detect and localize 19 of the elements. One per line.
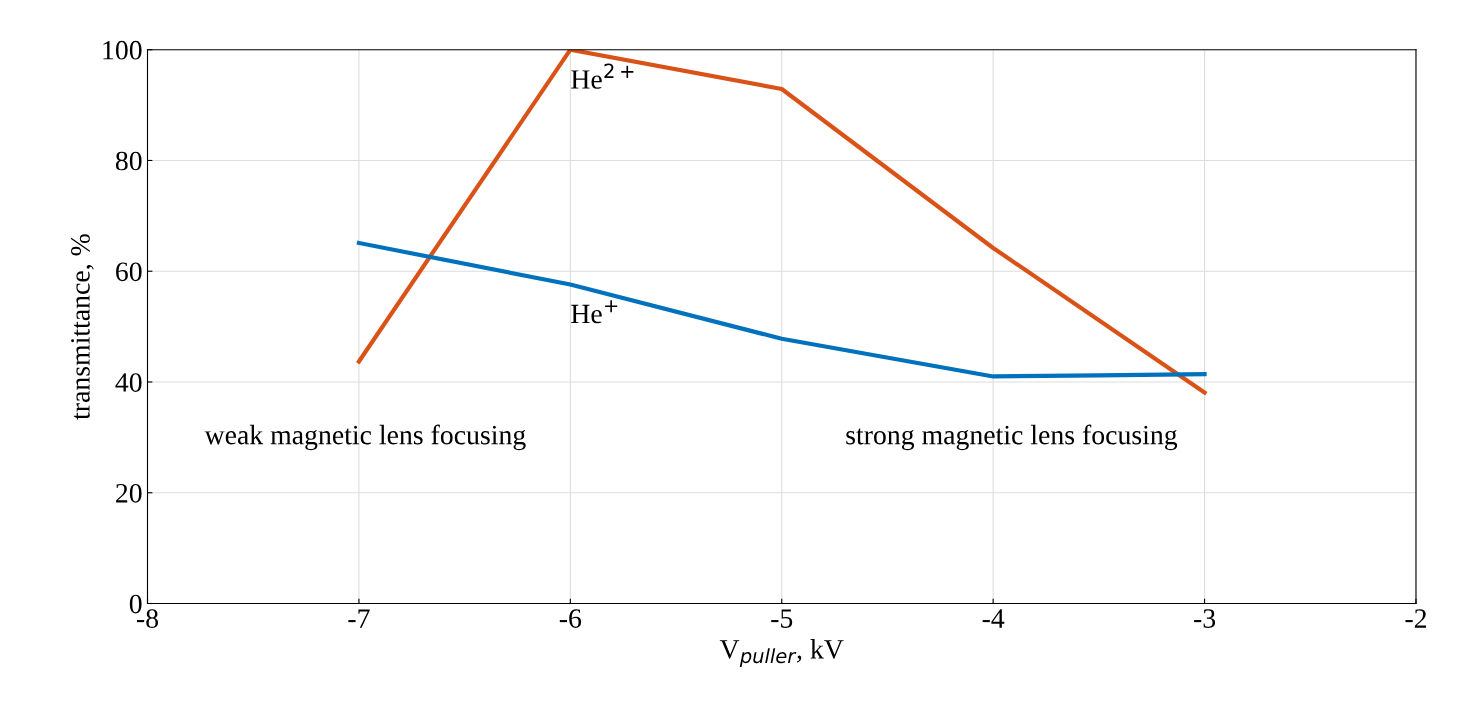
y-tick-label: 80 (115, 151, 142, 171)
series-label: He$^{2+}$ (571, 63, 634, 89)
x-axis-title: V$_{puller}$, kV (719, 639, 844, 667)
y-axis-title: transmittance, % (71, 234, 94, 420)
y-tick-label: 40 (115, 373, 142, 392)
series-label: He$^{+}$ (571, 300, 618, 324)
x-tick-label: -7 (348, 609, 370, 628)
x-tick-label: -2 (1405, 609, 1427, 628)
y-tick-label: 60 (116, 262, 142, 282)
annotation: weak magnetic lens focusing (204, 424, 526, 451)
annotation: strong magnetic lens focusing (846, 424, 1178, 451)
x-tick-label: -4 (982, 609, 1005, 628)
y-tick-label: 100 (103, 40, 142, 60)
line-series (356, 240, 1207, 379)
y-tick-label: 20 (116, 483, 142, 503)
x-tick-label: -6 (559, 609, 582, 628)
line-series (356, 49, 1207, 395)
x-tick-label: -5 (771, 609, 793, 628)
x-tick-label: -3 (1194, 609, 1216, 628)
